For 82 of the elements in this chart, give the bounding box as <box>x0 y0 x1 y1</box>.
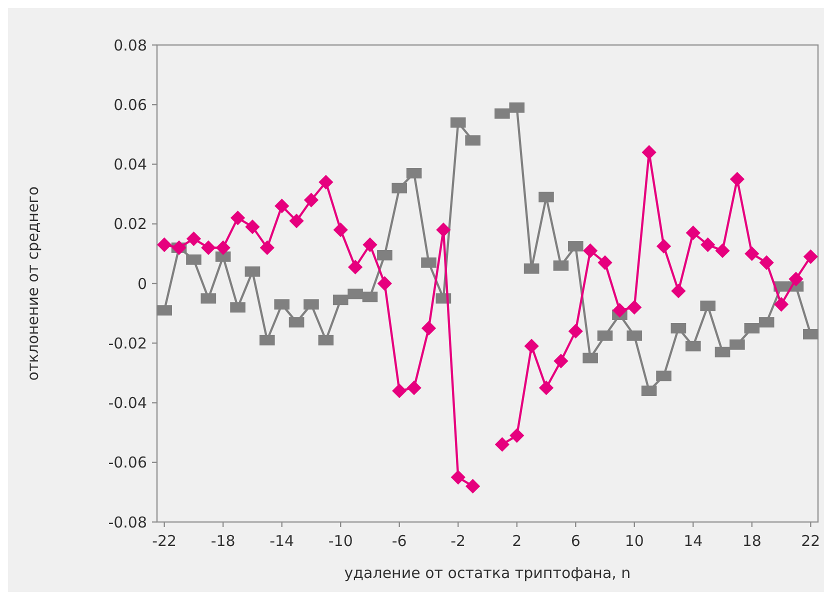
point <box>730 172 745 186</box>
point <box>465 135 480 146</box>
point <box>803 328 818 340</box>
x-tick-label: -22 <box>152 532 177 550</box>
point <box>304 299 319 310</box>
point <box>494 437 510 452</box>
x-tick-label: -14 <box>270 532 294 550</box>
x-tick-label: 18 <box>742 532 762 550</box>
point <box>671 284 686 298</box>
x-tick-label: 22 <box>801 532 820 550</box>
point <box>245 220 260 234</box>
y-tick-label: 0.04 <box>114 156 147 174</box>
point <box>201 240 216 256</box>
point <box>582 243 598 258</box>
x-tick-label: 14 <box>684 532 703 550</box>
point <box>465 478 480 494</box>
point <box>348 260 363 274</box>
point <box>304 192 319 208</box>
point <box>260 334 275 346</box>
y-axis-title: отклонение от среднего <box>24 186 42 381</box>
point <box>186 254 202 265</box>
point <box>377 276 392 291</box>
point <box>333 222 348 238</box>
point <box>421 257 436 268</box>
point <box>157 237 172 252</box>
point <box>538 380 554 396</box>
point <box>627 300 642 315</box>
point <box>392 384 407 398</box>
point <box>421 320 436 336</box>
point <box>656 370 672 382</box>
point <box>656 238 672 254</box>
x-tick-label: -18 <box>210 532 236 550</box>
y-tick-label: 0.06 <box>114 96 147 114</box>
point <box>582 352 598 364</box>
point <box>186 231 202 246</box>
x-tick-label: 10 <box>624 532 644 550</box>
point <box>450 470 466 485</box>
point <box>510 428 524 443</box>
point <box>554 354 568 368</box>
point <box>730 339 745 350</box>
point <box>715 243 730 258</box>
point <box>788 272 804 286</box>
point <box>348 288 363 300</box>
point <box>568 324 583 339</box>
x-axis-title: удаление от остатка триптофана, n <box>344 564 631 582</box>
x-tick-label: 2 <box>512 532 522 550</box>
point <box>686 226 700 240</box>
point <box>436 222 451 238</box>
x-tick-label: -2 <box>450 532 466 550</box>
point <box>377 250 392 260</box>
y-tick-label: -0.06 <box>108 454 147 472</box>
point <box>744 246 760 262</box>
point <box>274 198 290 214</box>
point <box>156 305 172 316</box>
point <box>260 240 274 256</box>
point <box>289 214 304 228</box>
y-tick-label: -0.08 <box>108 513 147 532</box>
y-tick-label: -0.02 <box>108 334 147 352</box>
point <box>494 108 510 119</box>
point <box>318 174 334 190</box>
y-tick-label: 0.08 <box>114 36 147 54</box>
point <box>216 240 230 256</box>
point <box>362 237 378 252</box>
point <box>700 237 716 252</box>
point <box>406 380 422 396</box>
point <box>803 249 818 264</box>
x-tick-label: 6 <box>570 532 580 550</box>
point <box>598 255 612 270</box>
y-tick-label: 0.02 <box>114 215 147 234</box>
point <box>538 192 554 202</box>
point <box>524 338 539 354</box>
point <box>700 300 716 312</box>
point <box>774 297 789 312</box>
point <box>230 302 246 313</box>
x-tick-label: -10 <box>328 532 353 550</box>
x-tick-label: -6 <box>392 532 407 550</box>
point <box>642 145 656 160</box>
point <box>230 210 246 226</box>
point <box>759 255 774 270</box>
y-tick-label: -0.04 <box>108 394 147 412</box>
y-tick-label: 0 <box>137 274 147 293</box>
point <box>612 303 628 318</box>
